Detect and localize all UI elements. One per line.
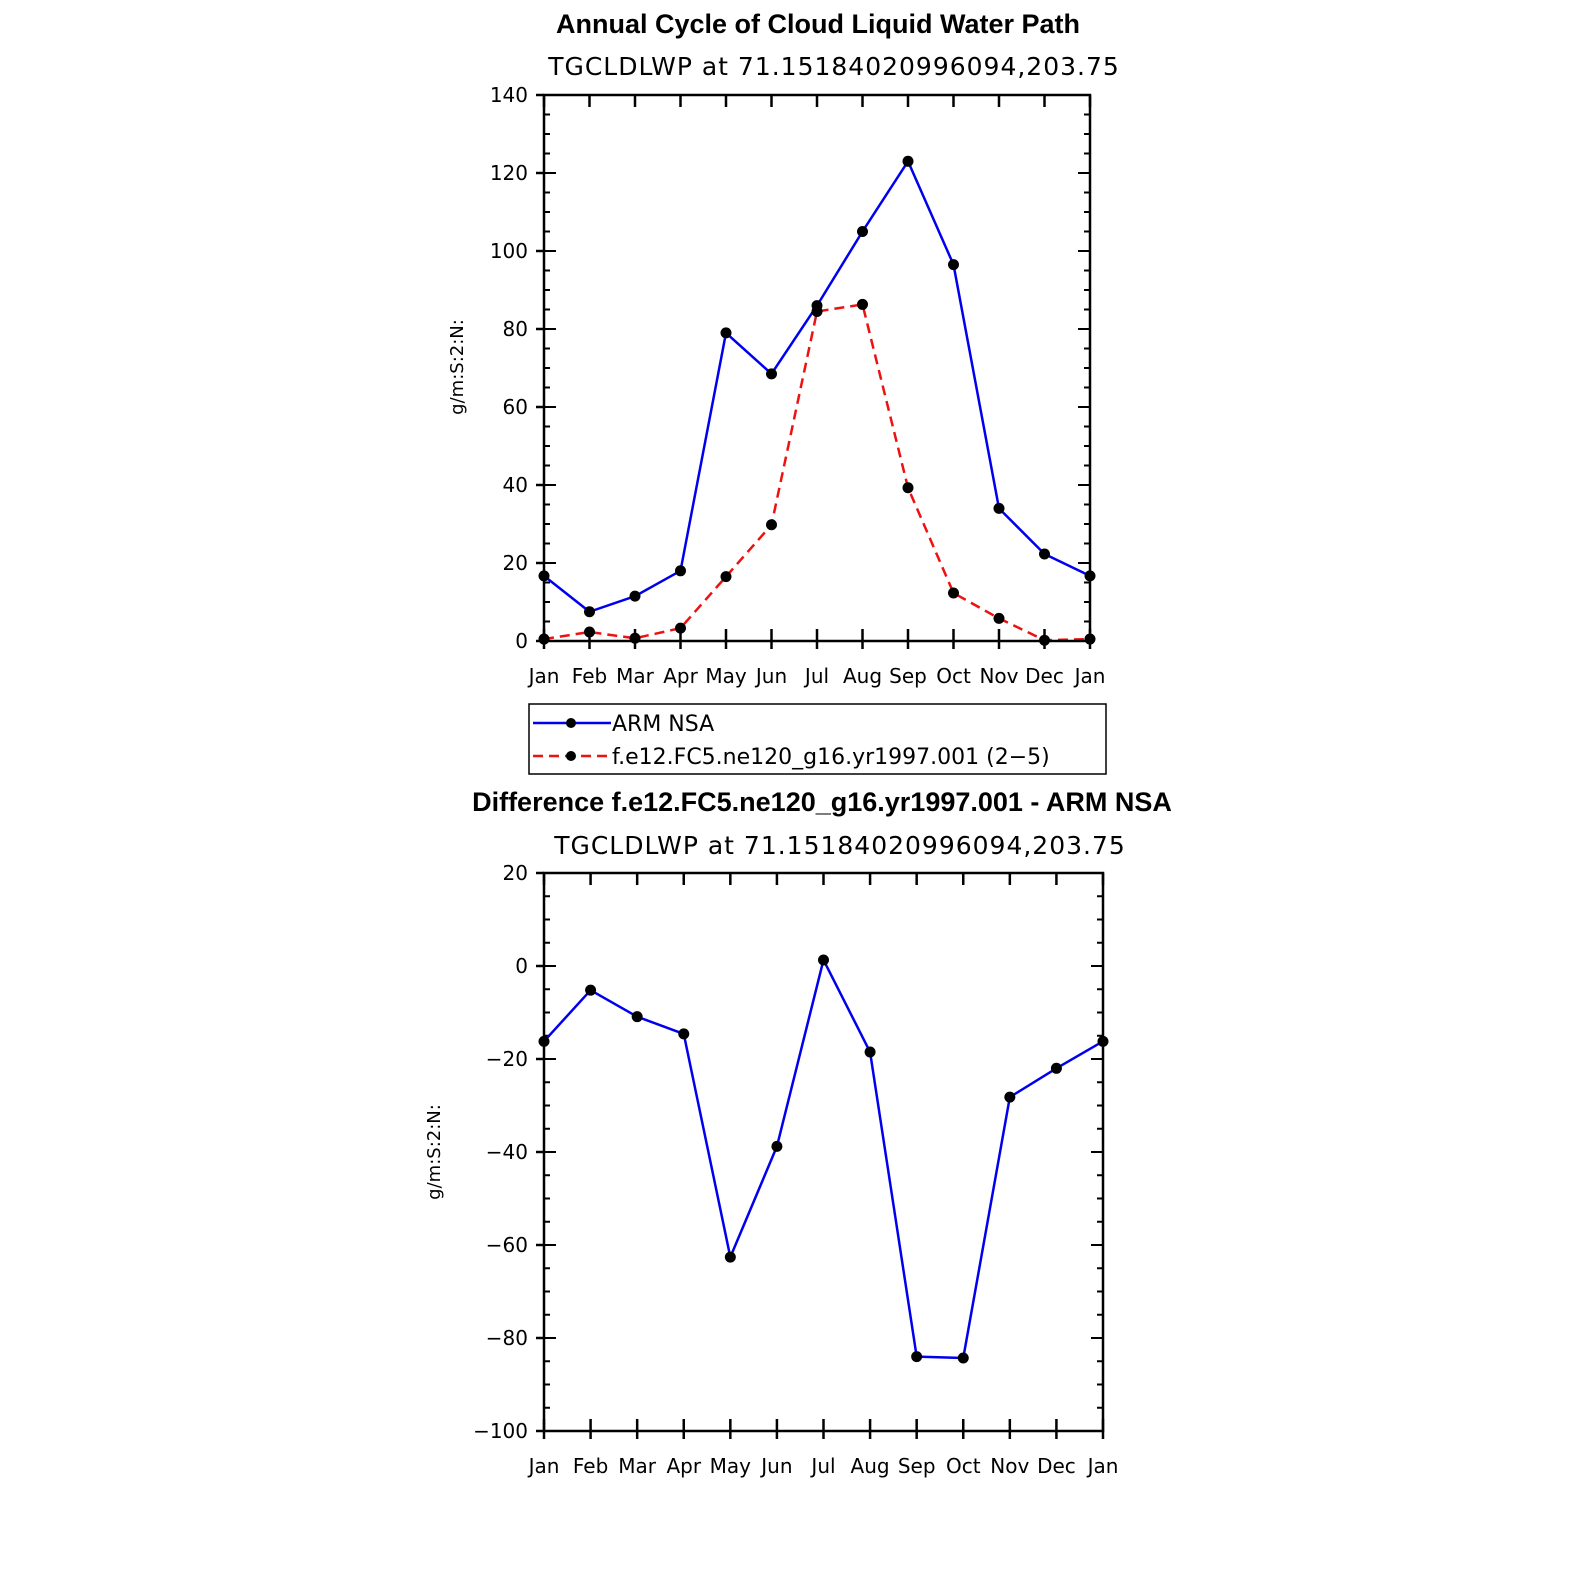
bottom-x-tick-label: Feb: [573, 1454, 608, 1478]
top-series-1-point: [993, 612, 1005, 624]
bottom-series-0-point: [818, 954, 829, 966]
top-chart-subtitle: TGCLDLWP at 71.15184020996094,203.75: [547, 52, 1120, 81]
bottom-series-0-point: [1004, 1091, 1016, 1103]
top-x-tick-label: Apr: [663, 664, 698, 688]
bottom-series-0-point: [1050, 1062, 1062, 1074]
bottom-x-tick-label: Sep: [898, 1454, 936, 1478]
bottom-x-tick-label: Nov: [990, 1454, 1029, 1478]
top-series-0-point: [675, 565, 686, 577]
bottom-series-0-point: [678, 1028, 690, 1040]
bottom-y-axis-label: g/m:S:2:N:: [424, 1104, 445, 1200]
top-legend: ARM NSA f.e12.FC5.ne120_g16.yr1997.001 (…: [528, 703, 1107, 775]
top-series-1-point: [902, 482, 914, 494]
bottom-x-tick-label: Apr: [666, 1454, 701, 1478]
top-y-tick-label: 40: [503, 473, 528, 497]
top-x-tick-label: Jun: [754, 664, 787, 688]
legend-marker-model: [566, 751, 576, 761]
top-series-1-point: [584, 626, 595, 638]
bottom-x-tick-label: Aug: [851, 1454, 890, 1478]
bottom-series-0-point: [585, 984, 597, 996]
top-x-tick-label: Oct: [936, 664, 971, 688]
bottom-series-0-point: [911, 1351, 923, 1363]
top-plot-series: [538, 155, 1096, 646]
top-series-1-point: [720, 571, 732, 583]
bottom-series-0-point: [957, 1352, 969, 1364]
top-series-0-point: [720, 327, 732, 339]
top-x-tick-label: Mar: [616, 664, 655, 688]
bottom-y-tick-label: −20: [486, 1047, 528, 1071]
top-x-tick-label: Nov: [979, 664, 1018, 688]
bottom-y-tick-label: −40: [486, 1140, 528, 1164]
bottom-y-tick-label: 0: [515, 954, 528, 978]
bottom-y-tick-label: 20: [503, 861, 528, 885]
top-panel: Annual Cycle of Cloud Liquid Water Path …: [447, 9, 1120, 775]
top-x-tick-label: May: [705, 664, 747, 688]
bottom-x-tick-label: May: [710, 1454, 752, 1478]
top-series-0-point: [766, 368, 777, 380]
top-y-tick-label: 0: [515, 629, 528, 653]
bottom-plot-frame: [542, 871, 1105, 1433]
bottom-x-tick-label: Jan: [527, 1454, 560, 1478]
top-x-tick-label: Jan: [1073, 664, 1106, 688]
top-y-tick-label: 20: [503, 551, 528, 575]
top-series-0-point: [857, 226, 868, 237]
top-y-axis-label: g/m:S:2:N:: [447, 319, 468, 415]
top-series-0-point: [948, 259, 959, 271]
top-series-0-point: [1039, 548, 1050, 560]
legend-item-model: f.e12.FC5.ne120_g16.yr1997.001 (2−5): [533, 745, 1050, 770]
bottom-panel: Difference f.e12.FC5.ne120_g16.yr1997.00…: [424, 787, 1172, 1478]
bottom-x-tick-label: Jun: [759, 1454, 792, 1478]
bottom-x-tick-label: Dec: [1037, 1454, 1076, 1478]
top-chart-title: Annual Cycle of Cloud Liquid Water Path: [556, 9, 1080, 39]
top-x-tick-label: Sep: [889, 664, 927, 688]
bottom-x-tick-label: Oct: [946, 1454, 981, 1478]
top-series-1-point: [811, 305, 823, 317]
bottom-y-tick-label: −100: [473, 1419, 528, 1443]
bottom-series-0-point: [631, 1011, 643, 1023]
top-series-0-point: [584, 606, 595, 618]
top-x-tick-label: Aug: [843, 664, 882, 688]
top-x-tick-label: Dec: [1025, 664, 1064, 688]
top-y-tick-label: 140: [490, 83, 528, 107]
bottom-x-tick-label: Mar: [618, 1454, 657, 1478]
bottom-series-line-0: [543, 958, 1104, 1360]
top-series-1-point: [948, 587, 959, 599]
top-x-tick-label: Feb: [572, 664, 607, 688]
top-y-tick-label: 100: [490, 239, 528, 263]
bottom-axis-ticks: Jan Feb Mar Apr May Jun Jul Aug Sep Oct Nov Dec Jan −…: [473, 861, 1118, 1478]
top-series-1-point: [675, 622, 686, 634]
legend-box: [528, 703, 1107, 775]
top-series-0-point: [902, 155, 914, 167]
bottom-x-tick-label: Jan: [1086, 1454, 1119, 1478]
top-axis-ticks: Jan Feb Mar Apr May Jun Jul Aug Sep Oct Nov Dec Jan 0…: [490, 83, 1106, 688]
top-y-tick-label: 60: [503, 395, 528, 419]
top-series-1-point: [857, 298, 868, 310]
top-series-0-point: [993, 502, 1005, 514]
top-plot-frame: [542, 93, 1092, 643]
top-series-0-point: [629, 590, 641, 602]
bottom-plot-series: [538, 954, 1109, 1364]
legend-item-arm-nsa: ARM NSA: [533, 712, 714, 737]
legend-label-arm-nsa: ARM NSA: [612, 712, 714, 737]
bottom-chart-subtitle: TGCLDLWP at 71.15184020996094,203.75: [553, 831, 1126, 860]
legend-marker-arm-nsa: [566, 718, 576, 728]
top-series-1-point: [766, 519, 777, 531]
top-series-line-1: [543, 303, 1091, 642]
bottom-x-tick-label: Jul: [809, 1454, 835, 1478]
bottom-chart-title: Difference f.e12.FC5.ne120_g16.yr1997.00…: [472, 787, 1172, 817]
top-y-tick-label: 80: [503, 317, 528, 341]
bottom-y-tick-label: −80: [486, 1326, 528, 1350]
bottom-y-tick-label: −60: [486, 1233, 528, 1257]
bottom-series-0-point: [724, 1251, 736, 1263]
bottom-series-0-point: [864, 1046, 876, 1058]
top-x-tick-label: Jan: [527, 664, 560, 688]
bottom-series-0-point: [771, 1140, 783, 1152]
top-y-tick-label: 120: [490, 161, 528, 185]
legend-label-model: f.e12.FC5.ne120_g16.yr1997.001 (2−5): [612, 745, 1050, 770]
top-x-tick-label: Jul: [803, 664, 829, 688]
top-series-line-0: [543, 160, 1091, 613]
